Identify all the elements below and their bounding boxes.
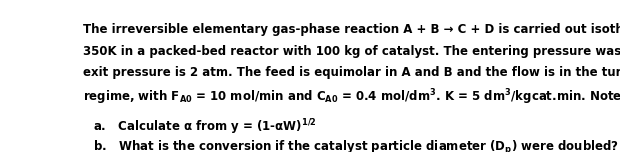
Text: 350K in a packed-bed reactor with 100 kg of catalyst. The entering pressure was : 350K in a packed-bed reactor with 100 kg… xyxy=(83,45,620,58)
Text: regime, with F$_{\mathregular{A0}}$ = 10 mol/min and C$_{\mathregular{A0}}$ = 0.: regime, with F$_{\mathregular{A0}}$ = 10… xyxy=(83,88,620,107)
Text: The irreversible elementary gas-phase reaction A + B → C + D is carried out isot: The irreversible elementary gas-phase re… xyxy=(83,23,620,36)
Text: a.   Calculate $\mathregular{\alpha}$ from y = (1-$\mathregular{\alpha}$W)$^{\ma: a. Calculate $\mathregular{\alpha}$ from… xyxy=(93,118,317,137)
Text: exit pressure is 2 atm. The feed is equimolar in A and B and the flow is in the : exit pressure is 2 atm. The feed is equi… xyxy=(83,66,620,79)
Text: b.   What is the conversion if the catalyst particle diameter (D$_{\mathregular{: b. What is the conversion if the catalys… xyxy=(93,139,620,152)
